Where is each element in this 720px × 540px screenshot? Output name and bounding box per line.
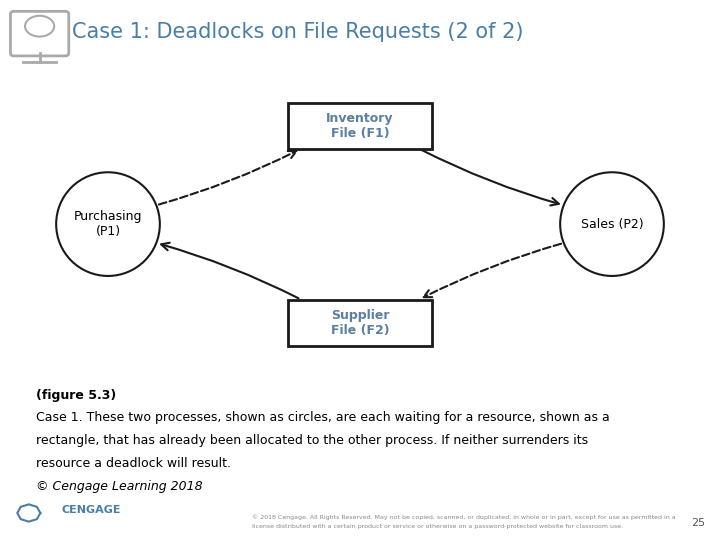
Text: license distributed with a certain product or service or otherwise on a password: license distributed with a certain produ… [252, 524, 623, 529]
Text: Inventory
File (F1): Inventory File (F1) [326, 112, 394, 140]
Text: © 2018 Cengage. All Rights Reserved. May not be copied, scanned, or duplicated, : © 2018 Cengage. All Rights Reserved. May… [252, 514, 675, 519]
Text: Case 1. These two processes, shown as circles, are each waiting for a resource, : Case 1. These two processes, shown as ci… [36, 411, 610, 424]
Text: resource a deadlock will result.: resource a deadlock will result. [36, 457, 231, 470]
Text: CENGAGE: CENGAGE [61, 505, 121, 515]
Text: Case 1: Deadlocks on File Requests (2 of 2): Case 1: Deadlocks on File Requests (2 of… [72, 22, 523, 42]
Text: Purchasing
(P1): Purchasing (P1) [73, 210, 143, 238]
Bar [288, 103, 432, 148]
Text: (figure 5.3): (figure 5.3) [36, 389, 116, 402]
Text: 25: 25 [691, 518, 706, 529]
Text: © Cengage Learning 2018: © Cengage Learning 2018 [36, 480, 202, 492]
Text: Sales (P2): Sales (P2) [581, 218, 643, 231]
Bar [288, 300, 432, 346]
Text: Supplier
File (F2): Supplier File (F2) [330, 308, 390, 336]
Text: rectangle, that has already been allocated to the other process. If neither surr: rectangle, that has already been allocat… [36, 434, 588, 447]
